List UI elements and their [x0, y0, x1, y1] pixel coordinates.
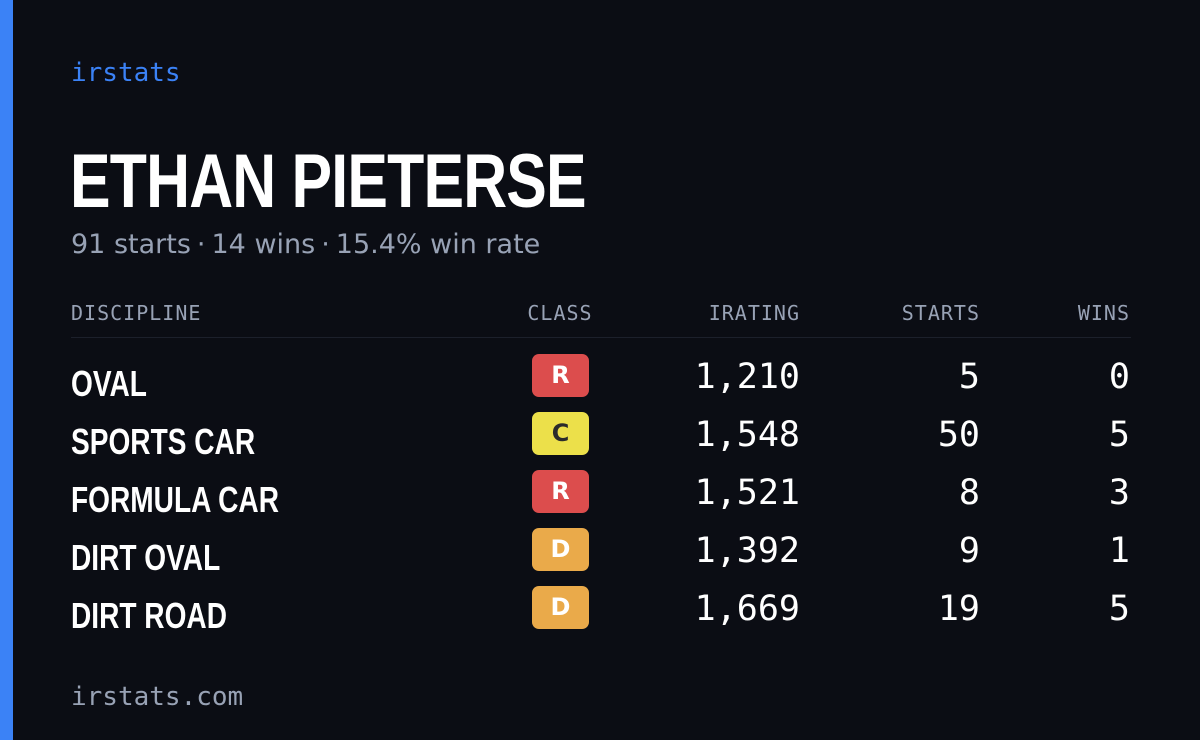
class-badge: D: [532, 528, 589, 571]
wins-value: 1: [1108, 531, 1130, 571]
class-badge: C: [532, 412, 589, 455]
irating-value: 1,548: [694, 415, 800, 455]
starts-summary: 91 starts: [71, 229, 191, 260]
discipline-name: DIRT OVAL: [71, 537, 221, 578]
brand-logo-text: irstats: [71, 58, 181, 88]
header-class: CLASS: [527, 301, 593, 325]
class-badge: R: [532, 354, 589, 397]
wins-value: 0: [1108, 357, 1130, 397]
table-row: DIRT ROAD D 1,669 19 5: [0, 586, 1200, 644]
starts-value: 19: [937, 589, 980, 629]
wins-summary: 14 wins: [211, 229, 316, 260]
header-divider: [71, 337, 1131, 338]
summary-separator: ·: [196, 229, 206, 260]
table-row: FORMULA CAR R 1,521 8 3: [0, 470, 1200, 528]
discipline-name: FORMULA CAR: [71, 479, 279, 520]
header-discipline: DISCIPLINE: [71, 301, 202, 325]
irating-value: 1,521: [694, 473, 800, 513]
starts-value: 9: [958, 531, 980, 571]
irating-value: 1,392: [694, 531, 800, 571]
header-irating: IRATING: [708, 301, 800, 325]
table-row: OVAL R 1,210 5 0: [0, 354, 1200, 412]
discipline-name: DIRT ROAD: [71, 595, 227, 636]
accent-bar: [0, 0, 13, 740]
starts-value: 50: [937, 415, 980, 455]
class-badge: D: [532, 586, 589, 629]
starts-value: 5: [958, 357, 980, 397]
driver-name: ETHAN PIETERSE: [70, 139, 587, 224]
header-wins: WINS: [1077, 301, 1130, 325]
footer-url: irstats.com: [71, 682, 244, 712]
wins-value: 5: [1108, 589, 1130, 629]
summary-separator: ·: [321, 229, 330, 260]
table-row: DIRT OVAL D 1,392 9 1: [0, 528, 1200, 586]
class-badge: R: [532, 470, 589, 513]
irating-value: 1,210: [694, 357, 800, 397]
starts-value: 8: [958, 473, 980, 513]
discipline-name: OVAL: [71, 363, 147, 404]
win-rate-summary: 15.4% win rate: [335, 229, 541, 260]
driver-summary: 91 starts · 14 wins · 15.4% win rate: [71, 228, 540, 262]
discipline-name: SPORTS CAR: [71, 421, 256, 462]
wins-value: 3: [1108, 473, 1130, 513]
header-starts: STARTS: [901, 301, 980, 325]
table-row: SPORTS CAR C 1,548 50 5: [0, 412, 1200, 470]
wins-value: 5: [1108, 415, 1130, 455]
irating-value: 1,669: [694, 589, 800, 629]
